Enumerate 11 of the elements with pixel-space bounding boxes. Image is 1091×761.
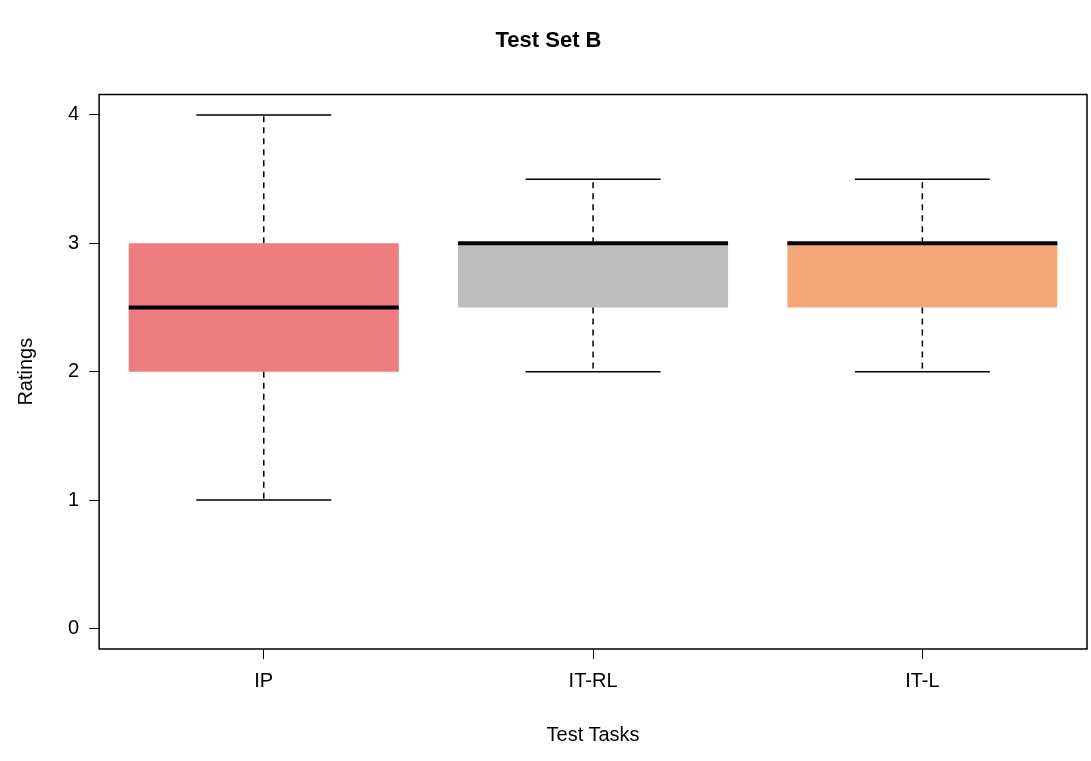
x-axis-title: Test Tasks (546, 722, 640, 745)
x-tick-label: IT-L (905, 668, 940, 691)
y-tick-label: 0 (68, 615, 80, 638)
x-tick-label: IT-RL (568, 668, 618, 691)
y-tick-label: 4 (68, 102, 80, 125)
y-axis-title: Ratings (13, 337, 36, 406)
x-tick-label: IP (254, 668, 274, 691)
y-tick-label: 2 (68, 359, 80, 382)
chart-title: Test Set B (495, 27, 602, 53)
y-tick-label: 3 (68, 230, 80, 253)
y-tick-label: 1 (68, 487, 80, 510)
